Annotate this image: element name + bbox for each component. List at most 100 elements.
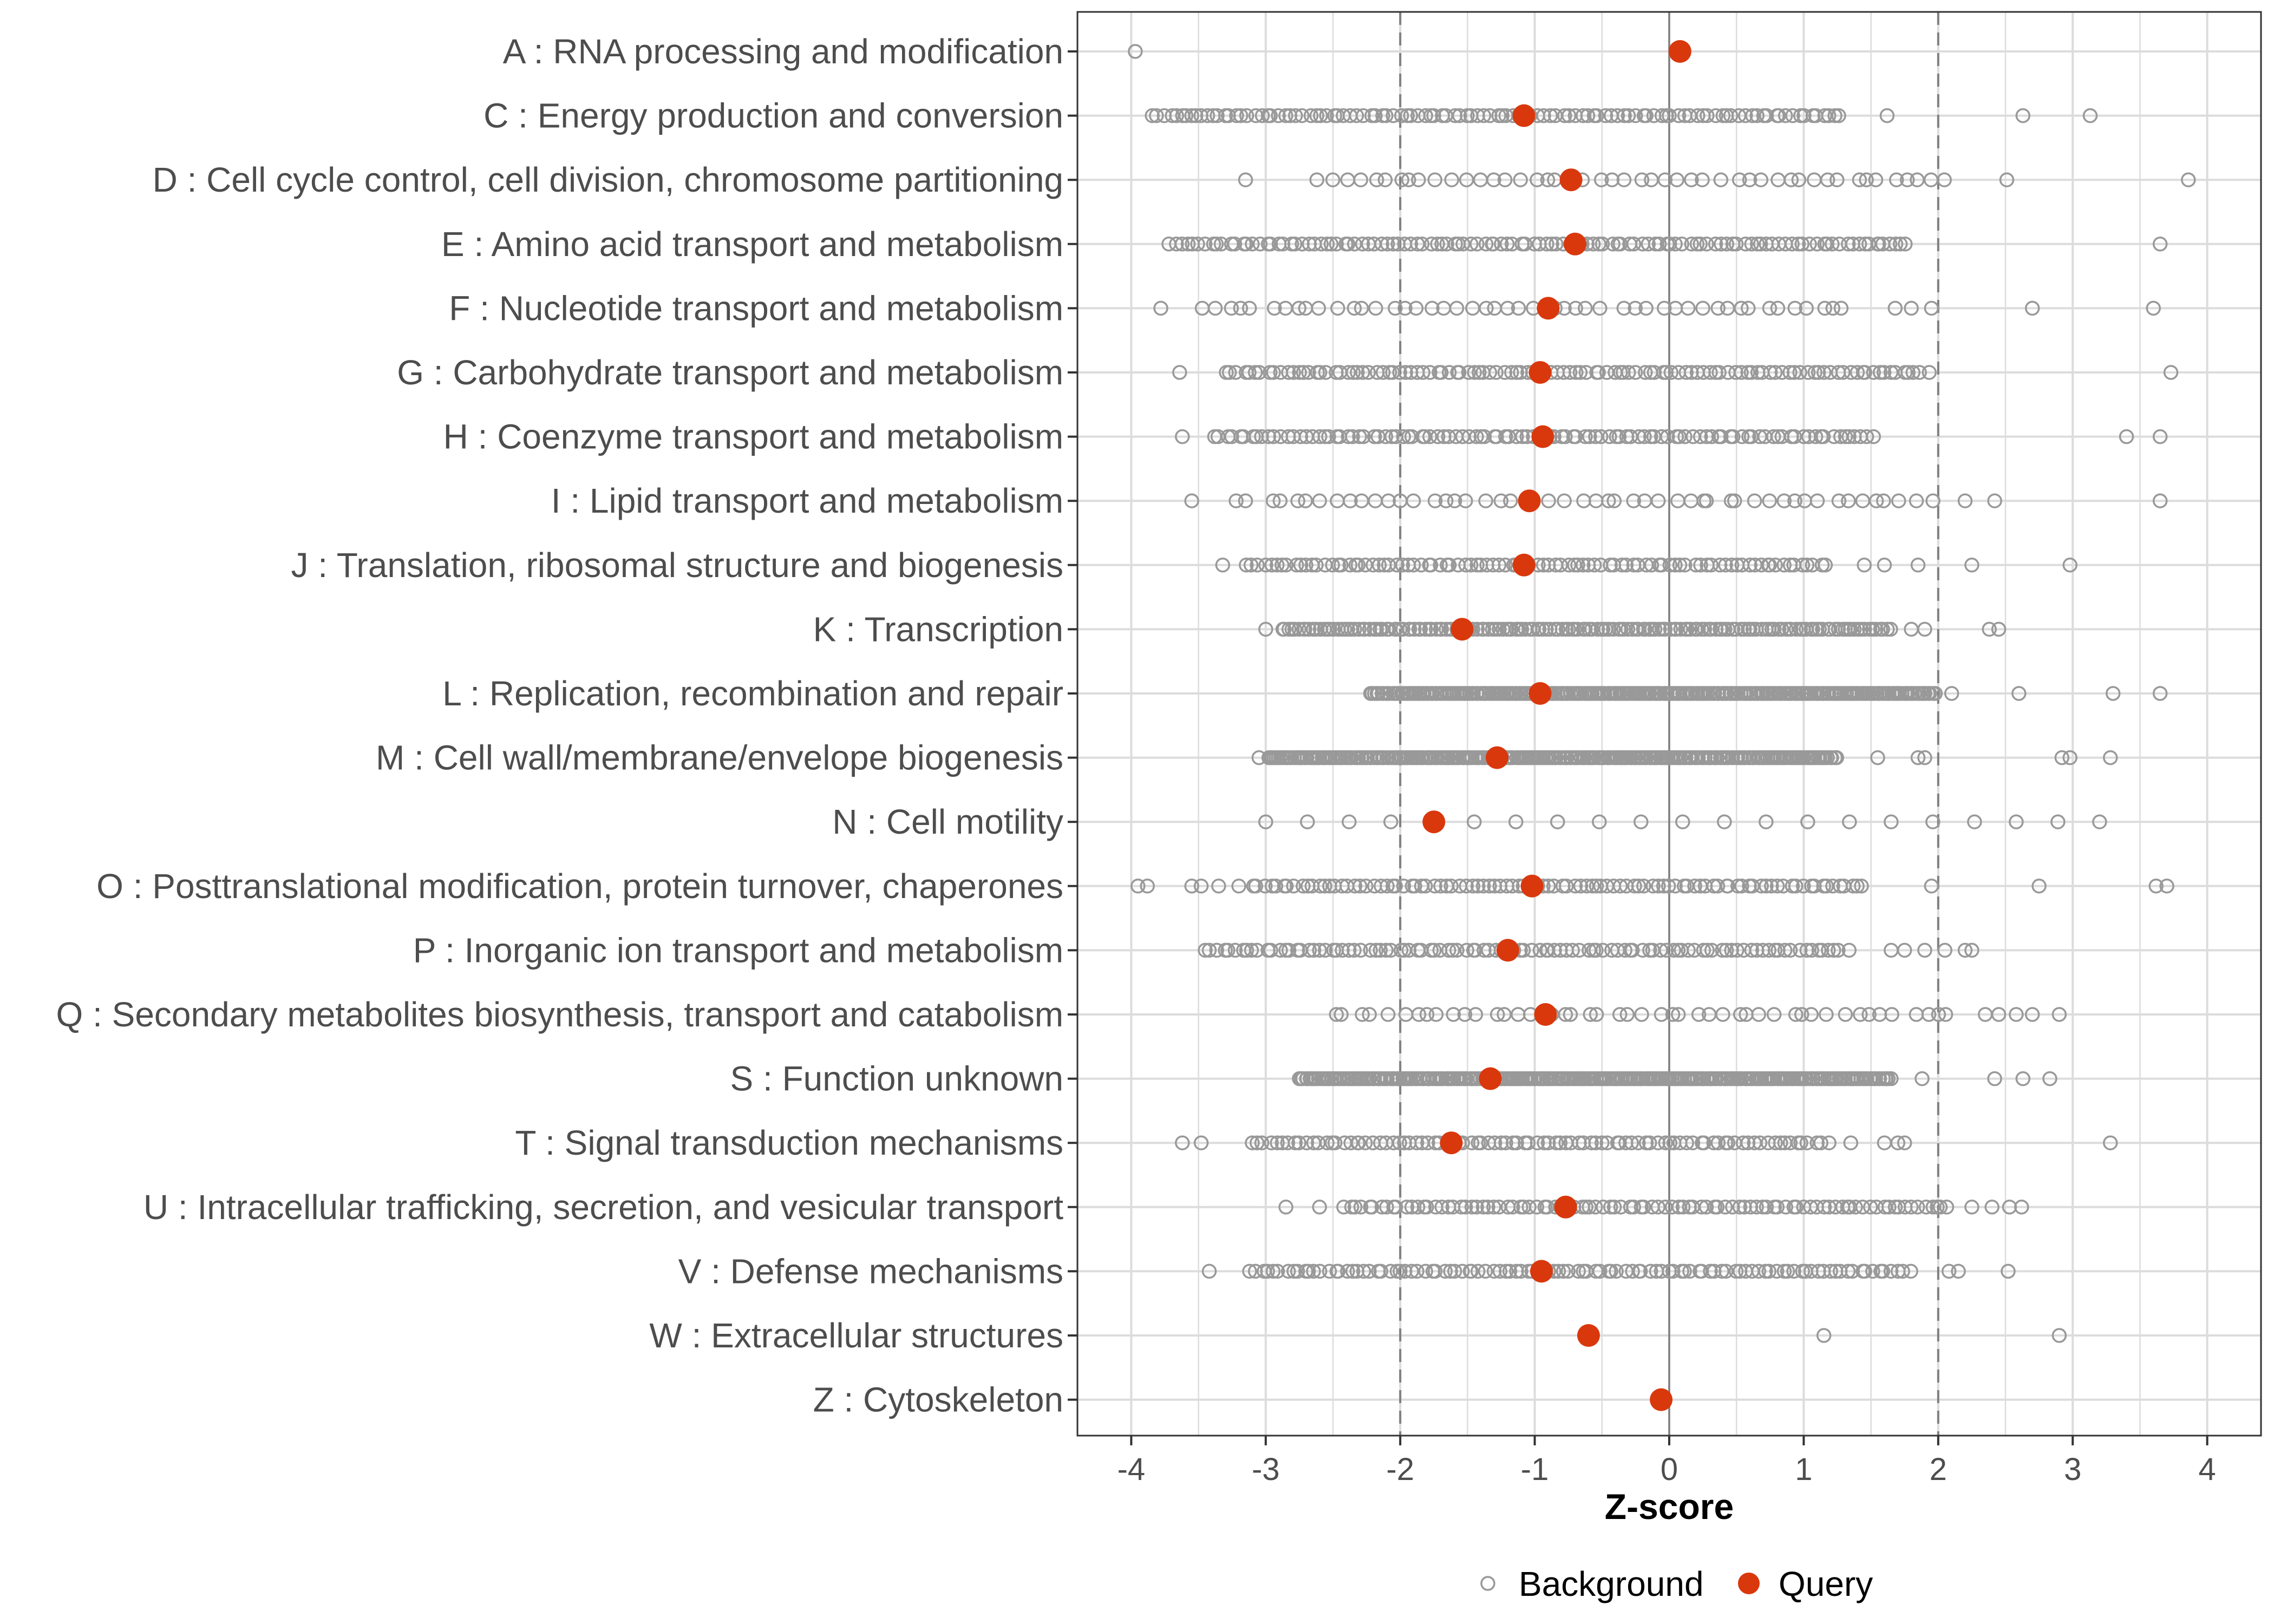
background-point — [1859, 172, 1874, 187]
background-point — [1383, 1263, 1399, 1279]
category-label: T : Signal transduction mechanisms — [515, 1123, 1063, 1162]
background-point — [1799, 300, 1814, 316]
background-point — [1243, 558, 1259, 573]
background-point — [1650, 493, 1666, 508]
background-point — [1818, 558, 1833, 573]
background-point — [1735, 1135, 1751, 1150]
background-point — [1734, 365, 1749, 380]
background-point — [1666, 942, 1682, 958]
background-point — [1738, 237, 1753, 252]
background-point — [1443, 879, 1459, 894]
background-point — [1678, 365, 1694, 380]
background-point — [1654, 1007, 1669, 1022]
background-point — [1703, 365, 1718, 380]
background-point — [1313, 108, 1328, 123]
background-point — [1826, 942, 1841, 958]
background-point — [1375, 365, 1391, 380]
background-point — [1301, 621, 1317, 637]
background-point — [1486, 172, 1501, 187]
background-point — [1578, 429, 1593, 444]
background-point — [1441, 365, 1457, 380]
background-point — [1725, 1200, 1740, 1215]
background-point — [1427, 879, 1442, 894]
background-point — [1660, 429, 1675, 444]
background-point — [1853, 1007, 1868, 1022]
background-point — [1591, 365, 1606, 380]
background-point — [1925, 493, 1940, 508]
background-point — [1418, 1263, 1433, 1279]
background-point — [1675, 1200, 1691, 1215]
background-point — [2050, 814, 2066, 829]
background-point — [1498, 558, 1513, 573]
background-point — [1317, 879, 1332, 894]
background-point — [1556, 1263, 1571, 1279]
background-point — [1318, 365, 1334, 380]
x-tick-label: 1 — [1795, 1452, 1812, 1487]
background-point — [1494, 108, 1510, 123]
background-point — [1296, 879, 1311, 894]
background-point — [1615, 558, 1630, 573]
category-label: M : Cell wall/membrane/envelope biogenes… — [376, 738, 1063, 777]
background-point — [1476, 621, 1492, 637]
background-point — [1457, 1007, 1473, 1022]
background-point — [1392, 365, 1407, 380]
background-point — [2152, 686, 2168, 701]
background-point — [1872, 1071, 1887, 1086]
background-point — [1326, 621, 1341, 637]
background-point — [1804, 942, 1820, 958]
background-point — [1347, 621, 1362, 637]
x-axis-ticks: -4 -3 -2 -1 0 1 2 3 4 — [1118, 1436, 2216, 1487]
background-point — [1418, 108, 1433, 123]
legend-query-label: Query — [1779, 1564, 1873, 1603]
background-point — [2051, 1007, 2067, 1022]
background-point — [1488, 365, 1504, 380]
background-point — [1809, 237, 1825, 252]
background-point — [1624, 1135, 1639, 1150]
background-point — [1782, 365, 1798, 380]
background-point — [1657, 621, 1673, 637]
background-point — [1459, 942, 1474, 958]
background-point — [1306, 1263, 1321, 1279]
background-point — [1588, 1200, 1603, 1215]
background-point — [1334, 558, 1349, 573]
background-point — [1515, 429, 1530, 444]
background-point — [1557, 493, 1572, 508]
background-point — [2015, 1071, 2031, 1086]
background-point — [1314, 237, 1329, 252]
background-point — [1452, 108, 1467, 123]
background-point — [1239, 108, 1254, 123]
background-point — [1891, 493, 1906, 508]
background-point — [1662, 558, 1678, 573]
background-point — [1505, 1200, 1520, 1215]
background-point — [1302, 942, 1317, 958]
background-point — [1395, 558, 1410, 573]
background-point — [1433, 879, 1448, 894]
background-point — [1831, 108, 1846, 123]
background-point — [1831, 942, 1846, 958]
background-point — [1499, 1263, 1514, 1279]
background-point — [1590, 621, 1605, 637]
background-point — [1251, 750, 1267, 765]
background-point — [1378, 429, 1394, 444]
background-point — [2024, 300, 2040, 316]
background-point — [1353, 172, 1369, 187]
background-point — [1778, 108, 1793, 123]
background-point — [1297, 621, 1312, 637]
background-point — [1430, 237, 1445, 252]
background-point — [1831, 493, 1847, 508]
background-point — [1334, 1007, 1349, 1022]
background-point — [1592, 1263, 1608, 1279]
background-point — [1710, 300, 1726, 316]
background-point — [1682, 1263, 1697, 1279]
background-point — [1580, 108, 1596, 123]
background-point — [1302, 237, 1317, 252]
background-point — [1342, 558, 1358, 573]
background-point — [1671, 429, 1687, 444]
background-point — [1169, 108, 1184, 123]
background-point — [1759, 1200, 1774, 1215]
background-point — [1815, 429, 1831, 444]
background-point — [1394, 172, 1410, 187]
background-point — [1602, 429, 1617, 444]
background-point — [1350, 365, 1365, 380]
background-point — [1589, 942, 1604, 958]
